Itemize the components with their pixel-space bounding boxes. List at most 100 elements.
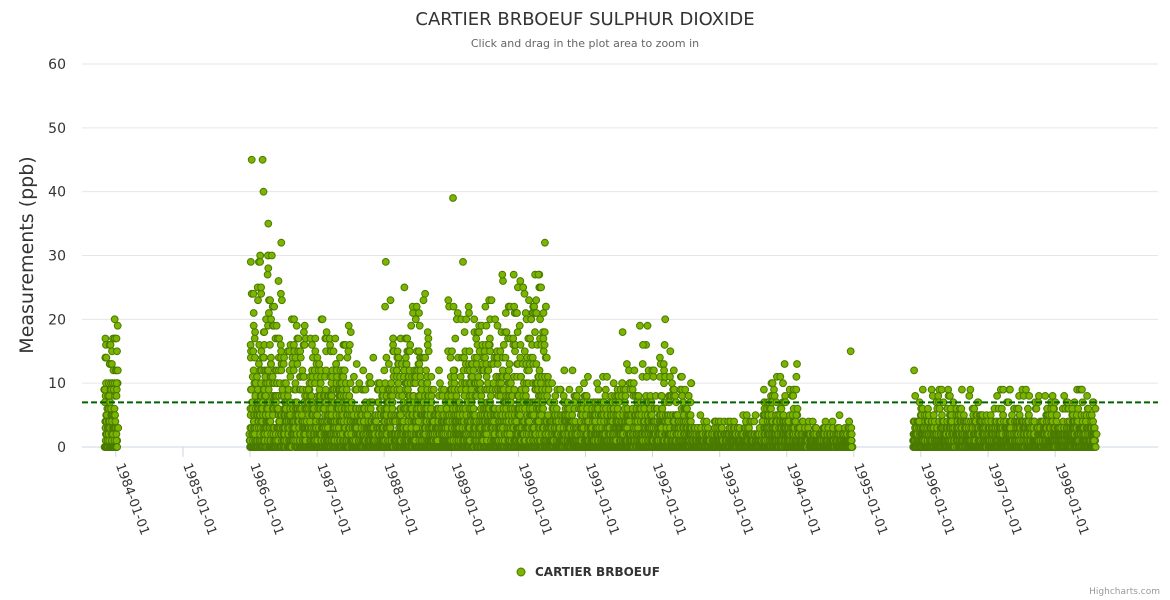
data-point[interactable] <box>497 379 506 388</box>
data-point[interactable] <box>648 411 656 420</box>
data-point[interactable] <box>511 347 519 356</box>
data-point[interactable] <box>405 347 414 356</box>
data-point[interactable] <box>621 392 630 400</box>
data-point[interactable] <box>424 334 433 343</box>
data-point[interactable] <box>532 296 541 305</box>
data-point[interactable] <box>542 302 550 311</box>
data-point[interactable] <box>673 411 682 420</box>
data-point[interactable] <box>509 334 518 343</box>
data-point[interactable] <box>313 353 322 362</box>
data-point[interactable] <box>521 385 530 394</box>
data-point[interactable] <box>112 385 121 394</box>
data-point[interactable] <box>501 353 510 362</box>
data-point[interactable] <box>496 347 505 356</box>
data-point[interactable] <box>464 302 473 311</box>
data-point[interactable] <box>513 309 521 317</box>
data-point[interactable] <box>276 341 285 349</box>
data-point[interactable] <box>318 315 327 324</box>
data-point[interactable] <box>367 379 375 388</box>
data-point[interactable] <box>510 385 519 394</box>
data-point[interactable] <box>332 360 341 368</box>
data-point[interactable] <box>469 366 478 375</box>
data-point[interactable] <box>603 372 611 381</box>
data-point[interactable] <box>686 411 695 420</box>
data-point[interactable] <box>516 277 525 285</box>
data-point[interactable] <box>528 353 537 362</box>
data-point[interactable] <box>114 424 123 432</box>
data-point[interactable] <box>516 341 525 349</box>
data-point[interactable] <box>394 379 403 388</box>
data-point[interactable] <box>108 360 116 368</box>
data-point[interactable] <box>343 353 352 362</box>
data-point[interactable] <box>481 302 490 311</box>
data-point[interactable] <box>730 417 738 426</box>
data-point[interactable] <box>671 392 680 400</box>
data-point[interactable] <box>482 372 491 381</box>
data-point[interactable] <box>113 347 121 356</box>
data-point[interactable] <box>638 360 647 368</box>
data-point[interactable] <box>257 283 266 292</box>
data-point[interactable] <box>386 296 395 305</box>
data-point[interactable] <box>473 353 482 362</box>
data-point[interactable] <box>345 341 354 349</box>
data-point[interactable] <box>532 309 541 317</box>
data-point[interactable] <box>393 347 402 356</box>
data-point[interactable] <box>279 360 288 368</box>
data-point[interactable] <box>487 392 495 400</box>
data-point[interactable] <box>482 321 491 330</box>
data-point[interactable] <box>266 296 275 305</box>
data-point[interactable] <box>593 379 601 388</box>
data-point[interactable] <box>658 404 667 413</box>
data-point[interactable] <box>475 328 483 337</box>
data-point[interactable] <box>380 366 389 375</box>
data-point[interactable] <box>559 392 568 400</box>
data-point[interactable] <box>544 372 552 381</box>
data-point[interactable] <box>372 417 381 426</box>
data-point[interactable] <box>520 347 529 356</box>
data-point[interactable] <box>502 328 511 337</box>
data-point[interactable] <box>111 411 119 420</box>
data-point[interactable] <box>112 334 121 343</box>
data-point[interactable] <box>427 392 436 400</box>
data-point[interactable] <box>346 379 355 388</box>
data-point[interactable] <box>322 366 331 375</box>
data-point[interactable] <box>515 321 524 330</box>
data-point[interactable] <box>388 404 397 413</box>
data-point[interactable] <box>331 334 340 343</box>
data-point[interactable] <box>440 385 448 394</box>
data-point[interactable] <box>304 385 313 394</box>
data-point[interactable] <box>476 379 484 388</box>
data-point[interactable] <box>264 366 273 375</box>
data-point[interactable] <box>340 366 349 375</box>
data-point[interactable] <box>311 334 320 343</box>
data-point[interactable] <box>696 411 705 420</box>
data-point[interactable] <box>453 309 462 317</box>
data-point[interactable] <box>355 379 364 388</box>
data-point[interactable] <box>352 360 361 368</box>
data-point[interactable] <box>520 289 529 298</box>
data-point[interactable] <box>266 341 274 349</box>
data-point[interactable] <box>623 360 631 368</box>
data-point[interactable] <box>628 385 637 394</box>
data-point[interactable] <box>660 341 669 349</box>
data-point[interactable] <box>300 328 308 337</box>
data-point[interactable] <box>398 392 407 400</box>
data-point[interactable] <box>482 430 491 439</box>
data-point[interactable] <box>556 385 564 394</box>
data-point[interactable] <box>249 289 258 298</box>
data-point[interactable] <box>112 430 121 439</box>
data-point[interactable] <box>263 270 272 279</box>
data-point[interactable] <box>365 372 374 381</box>
data-point[interactable] <box>389 334 398 343</box>
data-point[interactable] <box>257 289 266 298</box>
data-point[interactable] <box>681 385 690 394</box>
data-point[interactable] <box>684 392 693 400</box>
data-point[interactable] <box>401 353 410 362</box>
data-point[interactable] <box>435 366 443 375</box>
data-point[interactable] <box>412 424 421 432</box>
data-point[interactable] <box>387 379 396 388</box>
data-point[interactable] <box>449 302 458 311</box>
data-point[interactable] <box>509 270 518 279</box>
data-point[interactable] <box>322 328 331 337</box>
data-point[interactable] <box>113 321 122 330</box>
